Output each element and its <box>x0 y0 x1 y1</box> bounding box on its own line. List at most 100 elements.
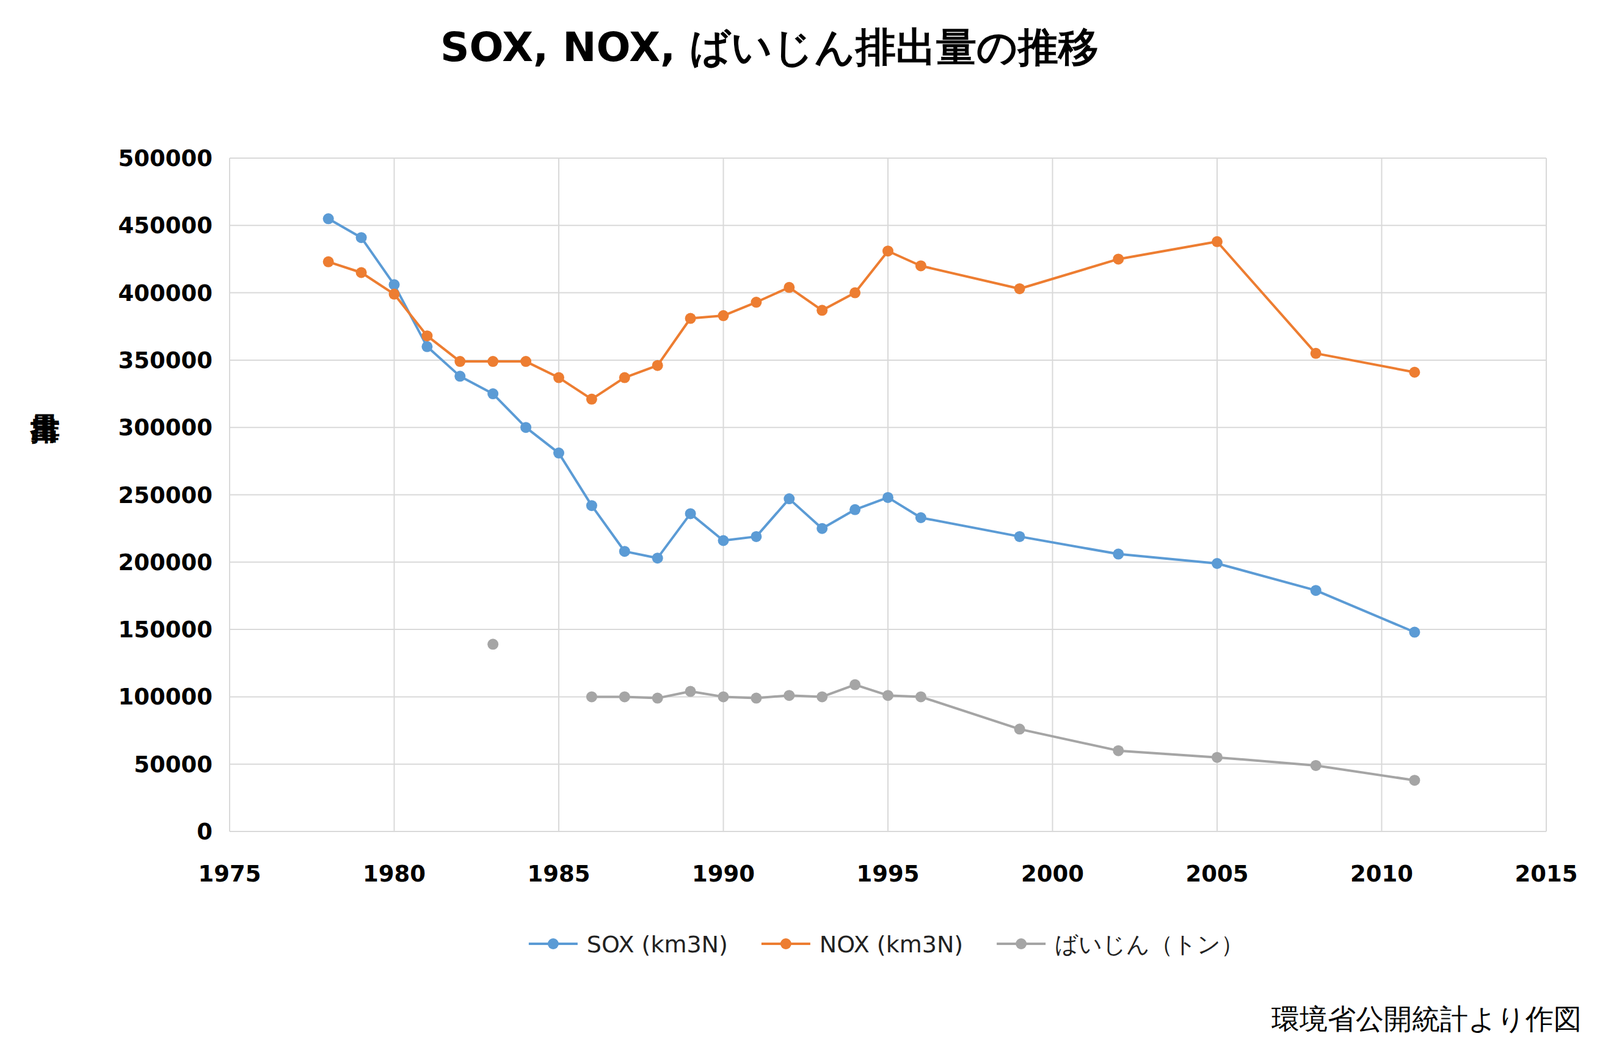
point <box>718 535 730 547</box>
legend-item: NOX (km3N) <box>761 931 964 959</box>
source-note: 環境省公開統計より作図 <box>1271 1002 1582 1036</box>
x-tick-label: 1995 <box>856 861 920 888</box>
y-axis-label: 排出量 <box>30 414 62 445</box>
series-line <box>591 685 1415 782</box>
x-tick-label: 2010 <box>1350 861 1414 888</box>
title: SOX, NOX, ばいじん排出量の推移 <box>440 23 1099 71</box>
point <box>849 287 861 299</box>
point <box>915 260 927 272</box>
point <box>454 370 466 382</box>
x-tick-label: 1980 <box>362 861 426 888</box>
y-tick-label: 500000 <box>118 145 213 172</box>
point <box>1211 236 1223 248</box>
point <box>1014 283 1026 295</box>
point <box>1310 348 1322 360</box>
point <box>915 512 927 524</box>
point <box>421 330 433 342</box>
point <box>1112 549 1124 560</box>
legend-marker <box>1015 938 1027 950</box>
point <box>1408 774 1420 786</box>
point <box>1211 558 1223 570</box>
point <box>586 393 598 405</box>
point <box>718 691 730 703</box>
point <box>356 232 368 244</box>
point <box>685 686 697 698</box>
point <box>1310 760 1322 772</box>
y-tick-label: 450000 <box>118 212 213 239</box>
point <box>389 279 400 291</box>
series-line <box>328 218 1415 633</box>
legend-label: ばいじん（トン） <box>1054 931 1244 959</box>
grid-line <box>1545 158 1547 832</box>
point <box>454 356 466 368</box>
y-tick-label: 100000 <box>118 683 213 711</box>
x-tick-label: 2000 <box>1021 861 1084 888</box>
point <box>619 691 631 703</box>
point <box>553 447 565 459</box>
point <box>882 492 894 504</box>
series <box>487 638 1420 786</box>
point <box>586 691 598 703</box>
legend-label: NOX (km3N) <box>819 931 964 959</box>
grid-line <box>558 158 560 832</box>
chart: SOX, NOX, ばいじん排出量の推移 0 50000 100000 150000 20… <box>0 0 1600 1061</box>
y-tick-label: 400000 <box>118 280 213 307</box>
point <box>783 493 795 505</box>
y-tick-label: 300000 <box>118 414 213 441</box>
legend-label: SOX (km3N) <box>586 931 728 959</box>
x-tick-label: 1985 <box>527 861 591 888</box>
point <box>487 638 499 650</box>
y-tick-label: 50000 <box>133 751 213 779</box>
grid-line <box>1216 158 1218 832</box>
point <box>849 679 861 691</box>
series <box>323 213 1421 638</box>
point <box>1408 627 1420 639</box>
point <box>1310 585 1322 597</box>
plot-area <box>323 213 1421 786</box>
point <box>1014 723 1026 735</box>
point <box>750 693 762 705</box>
point <box>652 693 664 705</box>
series-line <box>328 241 1415 400</box>
point <box>849 504 861 516</box>
point <box>323 256 335 268</box>
x-tick-label: 2005 <box>1185 861 1249 888</box>
point <box>652 552 664 564</box>
point <box>323 213 335 225</box>
point <box>915 691 927 703</box>
point <box>1211 752 1223 764</box>
point <box>356 267 368 279</box>
point <box>750 531 762 543</box>
point <box>389 288 400 300</box>
point <box>783 690 795 702</box>
point <box>685 313 697 325</box>
point <box>816 691 828 703</box>
point <box>1408 367 1420 379</box>
y-tick-label: 0 <box>196 818 213 846</box>
legend-marker <box>780 938 792 950</box>
x-tick-label: 1975 <box>198 861 262 888</box>
point <box>487 388 499 400</box>
point <box>619 545 631 557</box>
y-tick-label: 150000 <box>118 616 213 644</box>
point <box>882 245 894 257</box>
point <box>718 310 730 322</box>
grid-line <box>229 158 231 832</box>
grid-line <box>393 158 396 832</box>
point <box>685 508 697 520</box>
point <box>553 372 565 384</box>
point <box>882 690 894 702</box>
point <box>750 296 762 308</box>
grid-line <box>1052 158 1054 832</box>
point <box>1014 531 1026 543</box>
point <box>520 356 532 368</box>
y-tick-label: 250000 <box>118 482 213 509</box>
point <box>421 341 433 353</box>
point <box>816 523 828 535</box>
legend-item: ばいじん（トン） <box>996 931 1244 959</box>
point <box>1112 253 1124 265</box>
grid-line <box>1381 158 1383 832</box>
point <box>520 421 532 433</box>
legend-marker <box>547 938 559 950</box>
series <box>323 236 1421 405</box>
